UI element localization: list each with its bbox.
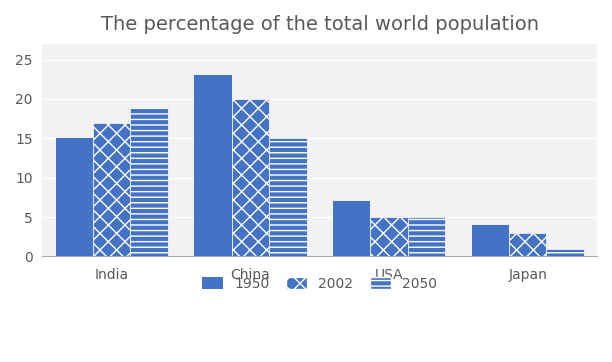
Bar	[471, 225, 509, 256]
Legend: 1950, 2002, 2050: 1950, 2002, 2050	[197, 271, 442, 296]
Bar	[194, 75, 231, 256]
Bar	[547, 249, 584, 256]
Bar	[231, 99, 269, 256]
Bar	[408, 217, 445, 256]
Bar	[93, 123, 130, 256]
Bar	[130, 107, 168, 256]
Title: The percentage of the total world population: The percentage of the total world popula…	[100, 15, 539, 34]
Bar	[370, 217, 408, 256]
Bar	[333, 201, 370, 256]
Bar	[269, 138, 307, 256]
Bar	[509, 233, 547, 256]
Bar	[56, 138, 93, 256]
